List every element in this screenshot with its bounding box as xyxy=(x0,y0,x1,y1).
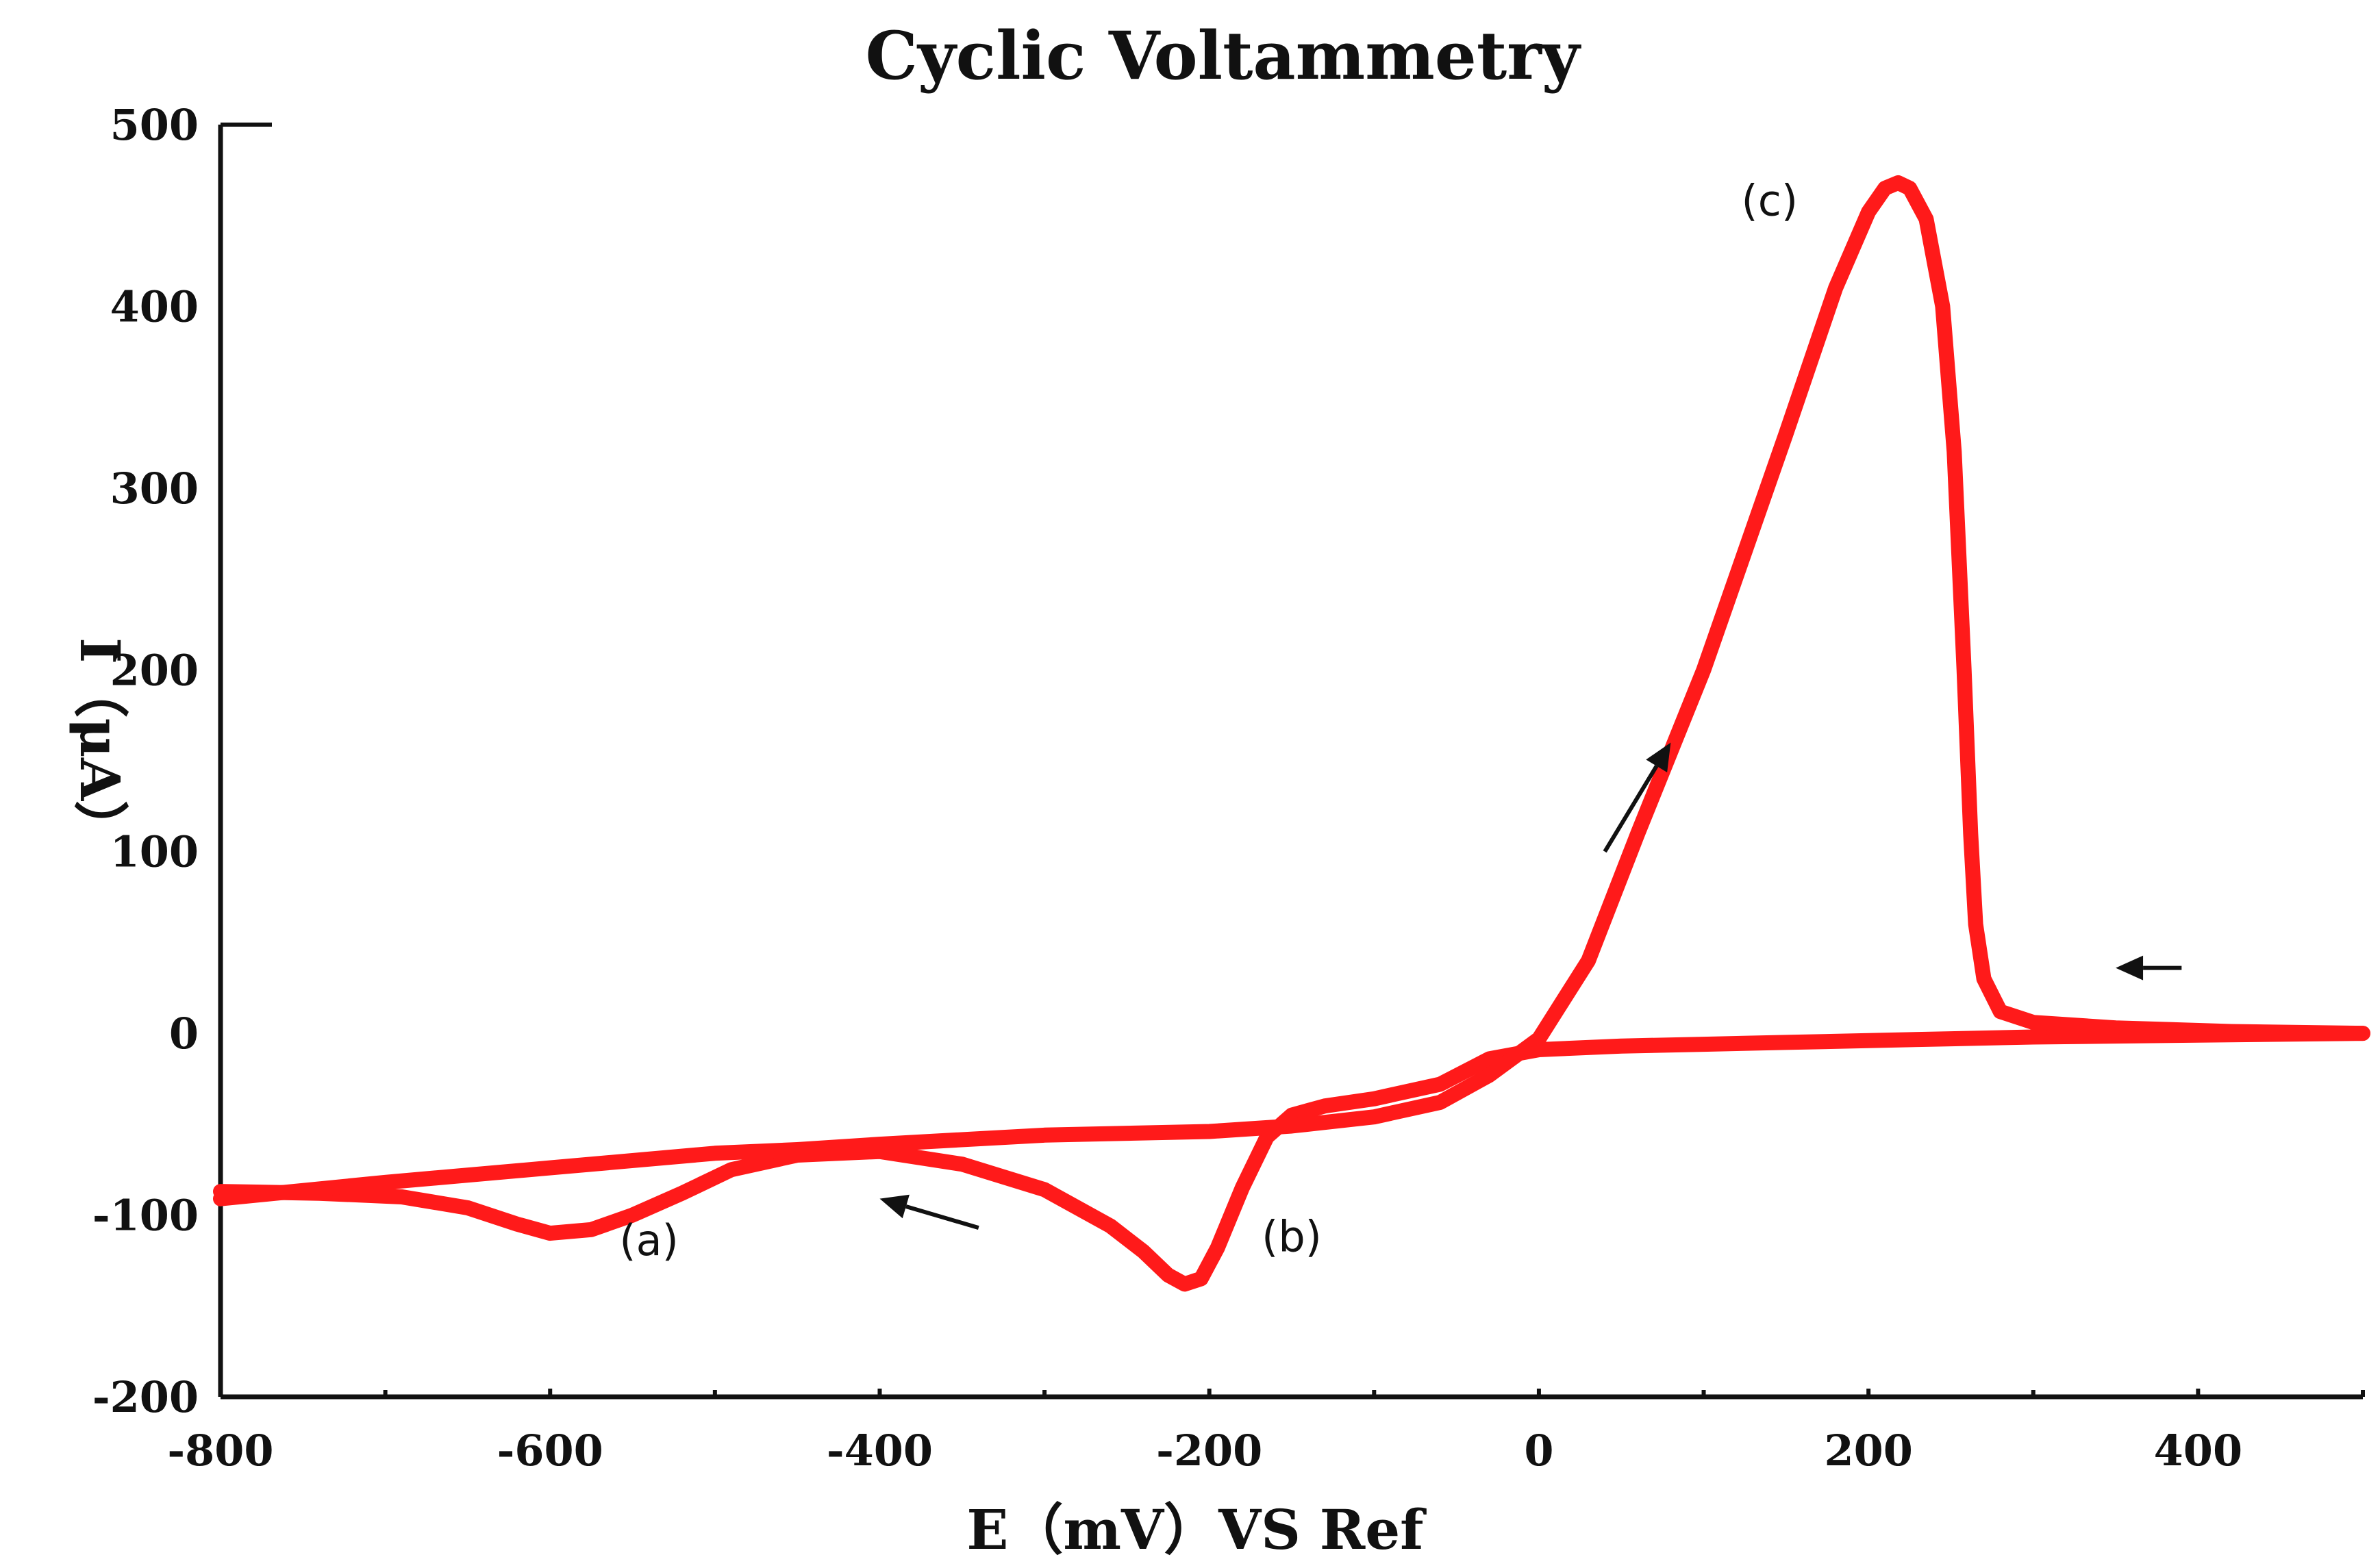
direction-arrows xyxy=(879,742,2182,1230)
x-tick-label: 0 xyxy=(1524,1426,1553,1476)
peak-annotation: (c) xyxy=(1742,176,1798,226)
peak-annotation: (a) xyxy=(619,1215,678,1265)
x-tick-label: 200 xyxy=(1824,1426,1912,1476)
x-tick-label: -200 xyxy=(1156,1426,1262,1476)
x-tick-label: -800 xyxy=(167,1426,273,1476)
y-axis-label: I（μA） xyxy=(68,637,132,855)
cv-curve-cathodic xyxy=(213,1026,2370,1292)
direction-arrow-head xyxy=(879,1194,910,1219)
cv-curve-anodic xyxy=(213,175,2370,1206)
y-tick-label: 400 xyxy=(110,281,199,331)
curves xyxy=(213,175,2370,1292)
direction-arrow-shaft xyxy=(1603,765,1659,853)
peak-annotation: (b) xyxy=(1262,1212,1322,1262)
x-tick-label: -600 xyxy=(497,1426,603,1476)
x-tick-label: 400 xyxy=(2154,1426,2242,1476)
direction-arrow-head xyxy=(2116,955,2144,981)
x-tick-label: -400 xyxy=(827,1426,933,1476)
annotations: (a) (b) (c) xyxy=(619,176,1798,1265)
y-tick-label: 300 xyxy=(110,464,199,514)
chart-title: Cyclic Voltammetry xyxy=(865,17,1581,94)
y-tick-label: -100 xyxy=(92,1191,199,1241)
axes: -800 -600 -400 -200 0 200 400 -200 -100 0 100 200 30… xyxy=(92,100,2365,1476)
y-tick-label: 200 xyxy=(110,645,199,695)
y-tick-label: 500 xyxy=(110,100,199,150)
direction-arrow-head xyxy=(1646,742,1671,773)
y-tick-label: -200 xyxy=(92,1372,199,1422)
direction-arrow-shaft xyxy=(905,1204,979,1230)
y-tick-label: 100 xyxy=(110,827,199,877)
y-tick-label: 0 xyxy=(169,1009,199,1059)
x-axis-label: E（mV）VS Ref xyxy=(966,1497,1427,1562)
